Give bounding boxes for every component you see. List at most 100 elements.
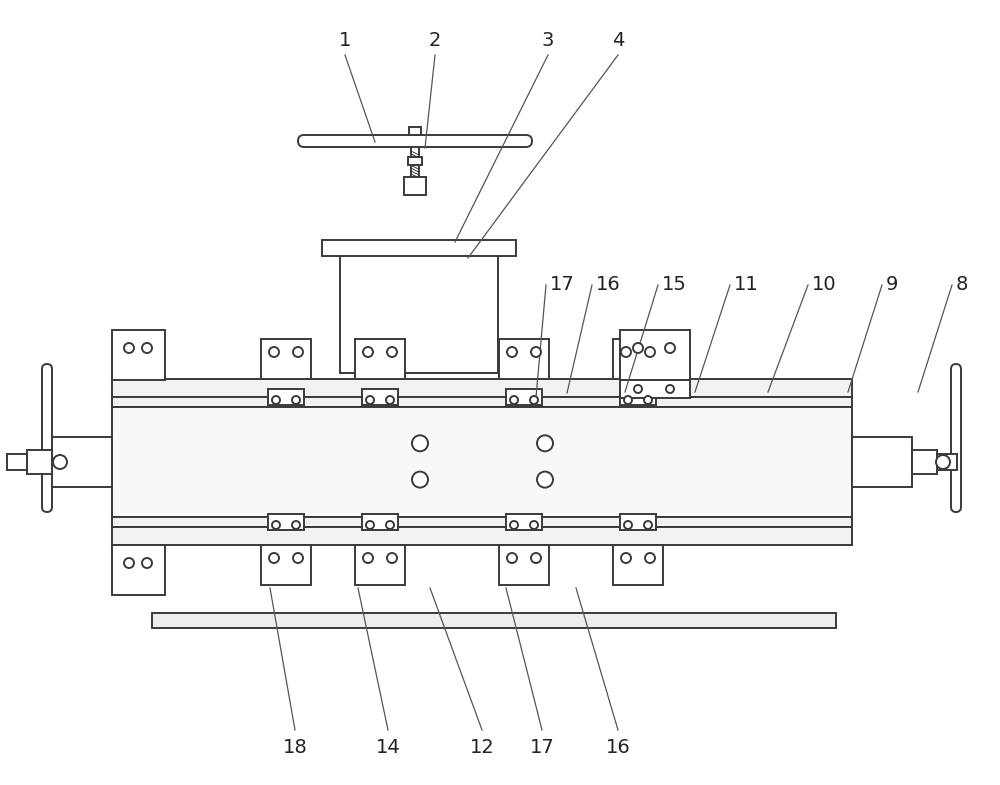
Circle shape [412, 472, 428, 487]
Circle shape [366, 396, 374, 404]
Bar [27, 450, 52, 474]
Bar [937, 454, 957, 470]
Circle shape [531, 347, 541, 357]
Bar [362, 389, 398, 405]
Bar [409, 127, 421, 135]
Circle shape [292, 396, 300, 404]
Bar [112, 397, 852, 407]
Circle shape [936, 455, 950, 469]
Circle shape [269, 347, 279, 357]
Text: 16: 16 [606, 738, 630, 757]
Circle shape [531, 553, 541, 563]
Bar [7, 454, 27, 470]
Bar [52, 437, 112, 487]
Text: 11: 11 [734, 276, 759, 294]
Circle shape [272, 396, 280, 404]
Circle shape [644, 521, 652, 529]
Text: 12: 12 [470, 738, 494, 757]
Text: 8: 8 [956, 276, 968, 294]
Bar [404, 177, 426, 195]
Circle shape [644, 396, 652, 404]
Circle shape [624, 521, 632, 529]
Circle shape [387, 553, 397, 563]
Text: 18: 18 [283, 738, 307, 757]
FancyBboxPatch shape [42, 364, 52, 512]
FancyBboxPatch shape [298, 135, 532, 147]
Bar [112, 379, 852, 397]
Circle shape [269, 553, 279, 563]
Circle shape [645, 347, 655, 357]
Circle shape [530, 521, 538, 529]
Circle shape [142, 343, 152, 353]
Circle shape [272, 521, 280, 529]
Circle shape [386, 396, 394, 404]
Text: 10: 10 [812, 276, 837, 294]
Circle shape [124, 558, 134, 568]
Bar [355, 545, 405, 585]
Bar [613, 339, 663, 379]
Text: 17: 17 [550, 276, 575, 294]
Circle shape [665, 343, 675, 353]
Circle shape [634, 385, 642, 393]
Circle shape [666, 385, 674, 393]
Bar [268, 514, 304, 530]
Bar [112, 407, 852, 517]
Circle shape [621, 553, 631, 563]
Circle shape [510, 396, 518, 404]
Circle shape [387, 347, 397, 357]
Circle shape [507, 553, 517, 563]
Bar [268, 389, 304, 405]
Circle shape [412, 436, 428, 451]
Bar [912, 450, 937, 474]
Bar [506, 389, 542, 405]
Circle shape [293, 553, 303, 563]
Bar [620, 330, 690, 380]
Bar [112, 527, 852, 545]
Circle shape [363, 553, 373, 563]
Circle shape [530, 396, 538, 404]
Text: 3: 3 [542, 31, 554, 50]
Circle shape [633, 343, 643, 353]
Bar [362, 514, 398, 530]
Bar [620, 389, 656, 405]
Text: 16: 16 [596, 276, 621, 294]
Bar [499, 545, 549, 585]
Bar [152, 613, 836, 628]
Bar [112, 517, 852, 527]
Circle shape [621, 347, 631, 357]
Circle shape [124, 343, 134, 353]
Circle shape [537, 436, 553, 451]
Circle shape [363, 347, 373, 357]
Circle shape [510, 521, 518, 529]
Circle shape [624, 396, 632, 404]
FancyBboxPatch shape [951, 364, 961, 512]
Text: 2: 2 [429, 31, 441, 50]
Bar [261, 339, 311, 379]
Bar [355, 339, 405, 379]
Circle shape [142, 558, 152, 568]
Circle shape [366, 521, 374, 529]
Bar [340, 255, 498, 373]
Bar [112, 330, 165, 380]
Circle shape [53, 455, 67, 469]
Circle shape [386, 521, 394, 529]
Bar [620, 380, 690, 398]
Bar [408, 157, 422, 165]
Bar [112, 545, 165, 595]
Circle shape [537, 472, 553, 487]
Bar [613, 545, 663, 585]
Bar [261, 545, 311, 585]
Text: 9: 9 [886, 276, 898, 294]
Text: 14: 14 [376, 738, 400, 757]
Bar [506, 514, 542, 530]
Bar [852, 437, 912, 487]
Bar [322, 240, 516, 256]
Circle shape [507, 347, 517, 357]
Text: 4: 4 [612, 31, 624, 50]
Bar [499, 339, 549, 379]
Text: 1: 1 [339, 31, 351, 50]
Circle shape [645, 553, 655, 563]
Circle shape [293, 347, 303, 357]
Circle shape [292, 521, 300, 529]
Text: 17: 17 [530, 738, 554, 757]
